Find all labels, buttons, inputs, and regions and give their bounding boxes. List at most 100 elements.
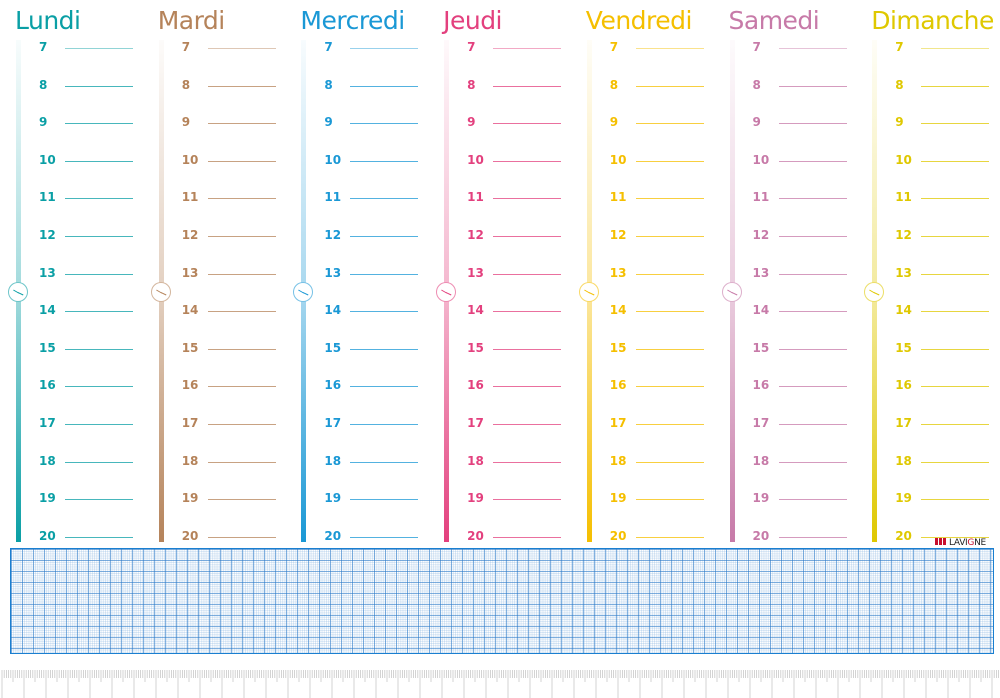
hour-entry-line[interactable] <box>778 198 847 200</box>
hour-entry-line[interactable] <box>635 160 704 162</box>
hour-entry-line[interactable] <box>65 273 133 275</box>
hour-entry-line[interactable] <box>635 236 704 237</box>
hour-entry-line[interactable] <box>778 85 847 87</box>
hour-entry-line[interactable] <box>65 198 133 200</box>
hour-entry-line[interactable] <box>493 461 562 463</box>
hour-entry-line[interactable] <box>778 536 847 538</box>
hour-entry-line[interactable] <box>921 48 990 49</box>
hour-entry-line[interactable] <box>207 311 276 313</box>
hour-entry-line[interactable] <box>921 123 990 125</box>
hour-entry-line[interactable] <box>65 348 133 350</box>
hour-entry-line[interactable] <box>350 198 419 200</box>
hour-entry-line[interactable] <box>921 499 990 501</box>
hour-entry-line[interactable] <box>493 198 562 200</box>
hour-entry-line[interactable] <box>493 536 562 538</box>
hour-entry-line[interactable] <box>493 424 562 425</box>
clock-icon <box>293 282 314 302</box>
hour-entry-line[interactable] <box>207 198 276 200</box>
hour-entry-line[interactable] <box>207 424 276 425</box>
hour-entry-line[interactable] <box>65 123 133 125</box>
hour-entry-line[interactable] <box>207 236 276 237</box>
hour-entry-line[interactable] <box>207 461 276 463</box>
hour-entry-line[interactable] <box>350 48 419 49</box>
hour-entry-line[interactable] <box>635 123 704 125</box>
hour-entry-line[interactable] <box>921 311 990 313</box>
hour-entry-line[interactable] <box>65 424 133 425</box>
hour-entry-line[interactable] <box>207 160 276 162</box>
hour-entry-line[interactable] <box>350 499 419 501</box>
hour-label: 12 <box>467 228 484 242</box>
hour-entry-line[interactable] <box>350 424 419 425</box>
hour-entry-line[interactable] <box>635 198 704 200</box>
hour-entry-line[interactable] <box>350 236 419 237</box>
hour-entry-line[interactable] <box>65 85 133 87</box>
hour-entry-line[interactable] <box>493 273 562 275</box>
hour-entry-line[interactable] <box>493 48 562 49</box>
hour-entry-line[interactable] <box>493 160 562 162</box>
hour-entry-line[interactable] <box>921 386 990 388</box>
hour-entry-line[interactable] <box>493 85 562 87</box>
hour-entry-line[interactable] <box>65 386 133 388</box>
hour-entry-line[interactable] <box>350 160 419 162</box>
hour-entry-line[interactable] <box>65 461 133 463</box>
hour-entry-line[interactable] <box>921 236 990 237</box>
hour-entry-line[interactable] <box>65 160 133 162</box>
hour-entry-line[interactable] <box>350 123 419 125</box>
hour-entry-line[interactable] <box>778 348 847 350</box>
hour-entry-line[interactable] <box>778 273 847 275</box>
hour-entry-line[interactable] <box>635 311 704 313</box>
hour-entry-line[interactable] <box>350 461 419 463</box>
hour-entry-line[interactable] <box>65 536 133 538</box>
hour-entry-line[interactable] <box>207 85 276 87</box>
hour-entry-line[interactable] <box>635 499 704 501</box>
hour-entry-line[interactable] <box>635 424 704 425</box>
hour-entry-line[interactable] <box>778 424 847 425</box>
hour-entry-line[interactable] <box>778 386 847 388</box>
hour-entry-line[interactable] <box>921 536 990 538</box>
hour-entry-line[interactable] <box>207 123 276 125</box>
hour-entry-line[interactable] <box>493 123 562 125</box>
hour-entry-line[interactable] <box>207 386 276 388</box>
hour-entry-line[interactable] <box>778 461 847 463</box>
hour-entry-line[interactable] <box>635 48 704 49</box>
hour-entry-line[interactable] <box>350 348 419 350</box>
hour-entry-line[interactable] <box>207 499 276 501</box>
hour-entry-line[interactable] <box>635 386 704 388</box>
hour-entry-line[interactable] <box>493 311 562 313</box>
hour-entry-line[interactable] <box>207 273 276 275</box>
hour-entry-line[interactable] <box>778 499 847 501</box>
hour-entry-line[interactable] <box>493 386 562 388</box>
hour-entry-line[interactable] <box>350 386 419 388</box>
hour-entry-line[interactable] <box>921 160 990 162</box>
hour-entry-line[interactable] <box>65 48 133 49</box>
hour-entry-line[interactable] <box>921 198 990 200</box>
hour-entry-line[interactable] <box>921 461 990 463</box>
hour-entry-line[interactable] <box>207 536 276 538</box>
hour-entry-line[interactable] <box>65 236 133 237</box>
hour-entry-line[interactable] <box>350 536 419 538</box>
hour-entry-line[interactable] <box>921 85 990 87</box>
hour-entry-line[interactable] <box>65 311 133 313</box>
hour-entry-line[interactable] <box>778 48 847 49</box>
hour-entry-line[interactable] <box>65 499 133 501</box>
hour-entry-line[interactable] <box>350 311 419 313</box>
hour-entry-line[interactable] <box>635 348 704 350</box>
hour-entry-line[interactable] <box>778 311 847 313</box>
hour-entry-line[interactable] <box>207 348 276 350</box>
hour-entry-line[interactable] <box>493 236 562 237</box>
hour-entry-line[interactable] <box>635 273 704 275</box>
hour-entry-line[interactable] <box>921 273 990 275</box>
hour-entry-line[interactable] <box>635 85 704 87</box>
hour-entry-line[interactable] <box>778 160 847 162</box>
hour-entry-line[interactable] <box>207 48 276 49</box>
hour-entry-line[interactable] <box>921 348 990 350</box>
hour-entry-line[interactable] <box>778 236 847 237</box>
hour-entry-line[interactable] <box>493 499 562 501</box>
hour-entry-line[interactable] <box>350 85 419 87</box>
hour-entry-line[interactable] <box>921 424 990 425</box>
hour-entry-line[interactable] <box>350 273 419 275</box>
hour-entry-line[interactable] <box>635 461 704 463</box>
hour-entry-line[interactable] <box>493 348 562 350</box>
hour-entry-line[interactable] <box>778 123 847 125</box>
hour-entry-line[interactable] <box>635 536 704 538</box>
